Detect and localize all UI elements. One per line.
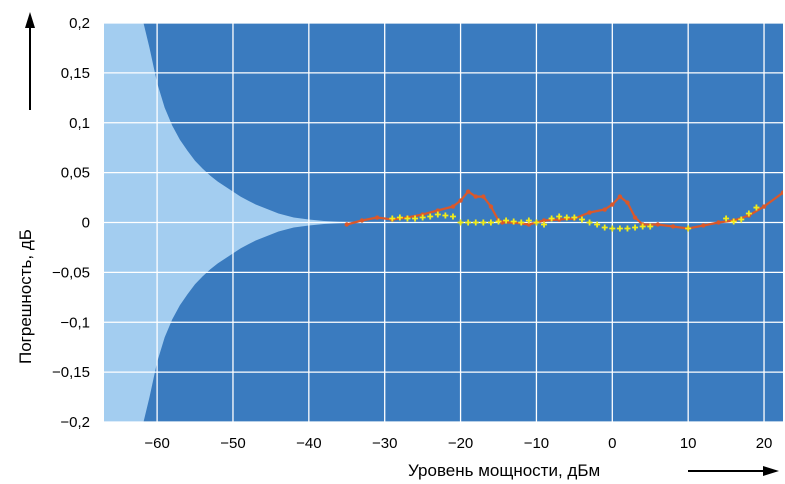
data-point <box>481 194 486 199</box>
data-point <box>487 219 494 226</box>
data-point <box>738 216 745 223</box>
data-point <box>495 218 502 225</box>
data-point <box>601 224 608 231</box>
data-point <box>670 224 676 229</box>
data-point <box>412 215 419 222</box>
data-point <box>541 221 548 228</box>
data-point <box>624 225 631 232</box>
y-axis-arrow-icon <box>25 12 35 110</box>
data-point <box>480 219 487 226</box>
y-tick-label: 0,05 <box>61 165 90 182</box>
data-point <box>526 222 532 227</box>
data-point <box>571 214 578 221</box>
y-tick-label: 0 <box>82 215 90 232</box>
data-point <box>616 225 623 232</box>
data-point <box>610 202 615 207</box>
data-point <box>780 190 783 195</box>
data-point <box>344 222 349 227</box>
x-tick-label: −30 <box>372 435 397 452</box>
data-point <box>586 219 593 226</box>
y-tick-label: −0,05 <box>52 264 90 281</box>
x-tick-label: −10 <box>524 435 549 452</box>
x-tick-label: 20 <box>756 435 773 452</box>
data-point <box>473 194 478 199</box>
data-point <box>488 204 494 209</box>
data-point <box>753 204 760 211</box>
data-point <box>730 218 737 225</box>
data-point <box>389 215 396 222</box>
data-point <box>510 218 517 225</box>
data-point <box>723 215 730 222</box>
data-point <box>685 225 692 232</box>
y-axis-label: Погрешность, дБ <box>16 229 35 364</box>
data-point <box>472 219 479 226</box>
data-point <box>578 216 585 223</box>
data-point <box>625 200 630 205</box>
y-tick-label: 0,1 <box>69 115 90 132</box>
data-point <box>587 210 592 215</box>
data-point <box>533 219 540 226</box>
x-axis-ticks: −60 −50 −40 −30 −20 −10 0 10 20 <box>144 435 772 452</box>
data-point <box>556 213 563 220</box>
data-point <box>632 224 639 231</box>
data-point <box>404 215 411 222</box>
data-point <box>458 198 463 203</box>
y-tick-label: −0,1 <box>60 314 90 331</box>
y-tick-label: 0,15 <box>61 65 90 82</box>
x-tick-label: −40 <box>296 435 321 452</box>
data-point <box>745 210 752 217</box>
data-point <box>716 220 721 225</box>
data-point <box>396 214 403 221</box>
x-axis-arrow-icon <box>688 466 779 476</box>
data-point <box>518 219 525 226</box>
data-point <box>761 204 767 209</box>
x-tick-label: 10 <box>680 435 697 452</box>
data-point <box>435 208 441 213</box>
data-point <box>449 213 456 220</box>
data-point <box>548 215 555 222</box>
y-tick-label: −0,15 <box>52 364 90 381</box>
data-point <box>609 225 616 232</box>
x-tick-label: −50 <box>220 435 245 452</box>
data-point <box>503 217 510 224</box>
x-tick-label: 0 <box>608 435 616 452</box>
data-point <box>632 215 638 220</box>
series-2 <box>389 204 760 232</box>
data-point <box>563 214 570 221</box>
data-point <box>359 218 365 223</box>
data-point <box>434 211 441 218</box>
data-point <box>419 214 426 221</box>
y-tick-label: 0,2 <box>69 15 90 32</box>
data-point <box>465 219 472 226</box>
data-point <box>594 221 601 228</box>
x-axis-label: Уровень мощности, дБм <box>408 461 600 480</box>
data-point <box>457 219 464 226</box>
data-point <box>374 215 380 220</box>
data-point <box>647 223 654 230</box>
data-point <box>541 218 547 223</box>
data-point <box>427 213 434 220</box>
y-tick-label: −0,2 <box>60 414 90 431</box>
data-point <box>655 222 661 227</box>
data-point <box>617 194 623 199</box>
data-point <box>639 223 646 230</box>
data-point <box>442 212 449 219</box>
plot-area <box>104 22 783 423</box>
x-tick-label: −60 <box>144 435 169 452</box>
data-point <box>701 223 706 228</box>
data-point <box>602 207 607 212</box>
data-point <box>465 189 471 194</box>
data-point <box>450 204 456 209</box>
y-axis-ticks: 0,2 0,15 0,1 0,05 0 −0,05 −0,1 −0,15 −0,2 <box>52 15 90 431</box>
data-point <box>525 217 532 224</box>
x-tick-label: −20 <box>448 435 473 452</box>
